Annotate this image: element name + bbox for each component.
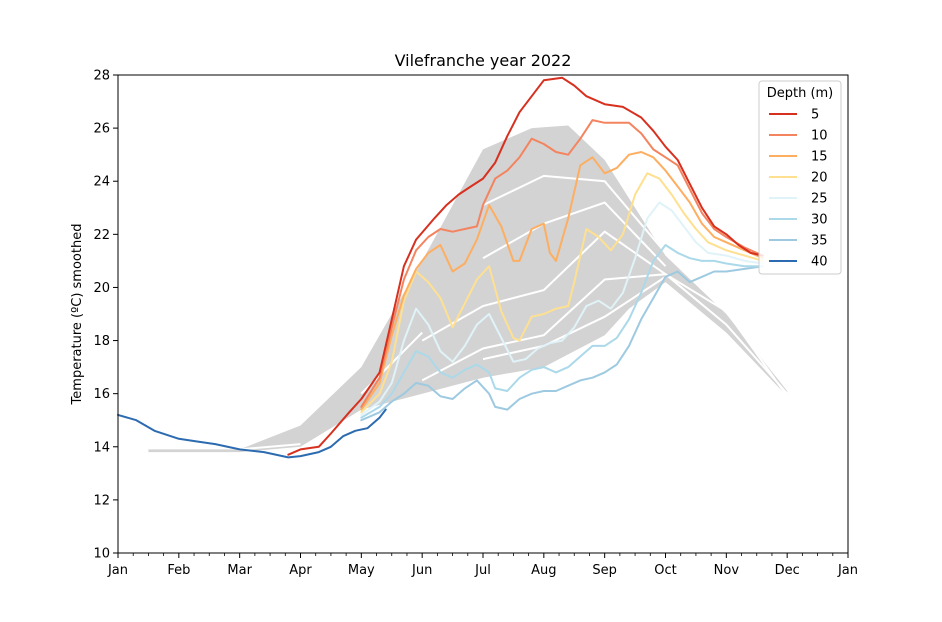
legend-label-5: 5 xyxy=(811,108,819,123)
x-tick-label: Feb xyxy=(167,563,190,578)
y-tick-label: 24 xyxy=(93,175,110,190)
x-tick-label: May xyxy=(348,563,375,578)
x-tick-label: Mar xyxy=(227,563,252,578)
legend-label-40: 40 xyxy=(811,255,828,270)
legend-label-25: 25 xyxy=(811,192,828,207)
climatology-line-1 xyxy=(482,174,667,254)
x-tick-label: Jan xyxy=(837,563,858,578)
legend-title: Depth (m) xyxy=(767,86,834,101)
y-tick-label: 20 xyxy=(93,281,110,296)
climatology-line-3 xyxy=(421,230,667,342)
series-line-10m xyxy=(360,119,764,408)
legend-label-15: 15 xyxy=(811,150,828,165)
climatology-lines xyxy=(196,174,789,451)
legend-label-10: 10 xyxy=(811,129,828,144)
climatology-line-4 xyxy=(421,273,788,395)
climatology-line-6 xyxy=(482,275,667,361)
legend-label-30: 30 xyxy=(811,213,828,228)
y-tick-label: 16 xyxy=(93,387,110,402)
climatology-line-2 xyxy=(482,201,667,267)
series-line-25m xyxy=(360,201,764,416)
series-line-5m xyxy=(287,76,764,456)
legend-label-20: 20 xyxy=(811,171,828,186)
y-tick-label: 18 xyxy=(93,334,110,349)
x-tick-label: Jun xyxy=(411,563,432,578)
series-line-35m xyxy=(360,265,764,422)
x-axis: Jan Feb Mar Apr May Jun Jul Aug Sep Oct Nov Dec Jan xyxy=(107,553,858,578)
legend: Depth (m) 5 10 15 20 25 30 35 40 xyxy=(758,80,842,275)
series-line-20m xyxy=(360,172,764,414)
series-line-40m xyxy=(117,408,387,459)
x-tick-label: Jul xyxy=(474,563,491,578)
y-axis: 10 12 14 16 18 20 22 24 26 28 xyxy=(93,69,118,562)
y-tick-label: 10 xyxy=(93,547,110,562)
x-tick-label: Aug xyxy=(531,563,556,578)
y-tick-label: 22 xyxy=(93,228,110,243)
y-tick-label: 26 xyxy=(93,122,110,137)
y-tick-label: 12 xyxy=(93,493,110,508)
x-tick-label: Jan xyxy=(107,563,128,578)
x-tick-label: Oct xyxy=(654,563,676,578)
plot-area xyxy=(117,74,849,554)
legend-label-35: 35 xyxy=(811,234,828,249)
series-lines xyxy=(117,76,764,459)
chart-title: Vilefranche year 2022 xyxy=(395,51,572,70)
x-tick-label: Apr xyxy=(289,563,312,578)
x-tick-label: Dec xyxy=(775,563,800,578)
x-tick-label: Nov xyxy=(714,563,740,578)
climatology-line-7 xyxy=(664,273,789,397)
legend-items: 5 10 15 20 25 30 35 40 xyxy=(769,108,828,270)
x-tick-label: Sep xyxy=(592,563,617,578)
y-tick-label: 28 xyxy=(93,69,110,84)
y-tick-label: 14 xyxy=(93,440,110,455)
series-line-15m xyxy=(360,151,764,411)
legend-box xyxy=(758,80,842,275)
y-axis-label: Temperature (ºC) smoothed xyxy=(70,224,85,406)
series-line-30m xyxy=(360,244,764,419)
